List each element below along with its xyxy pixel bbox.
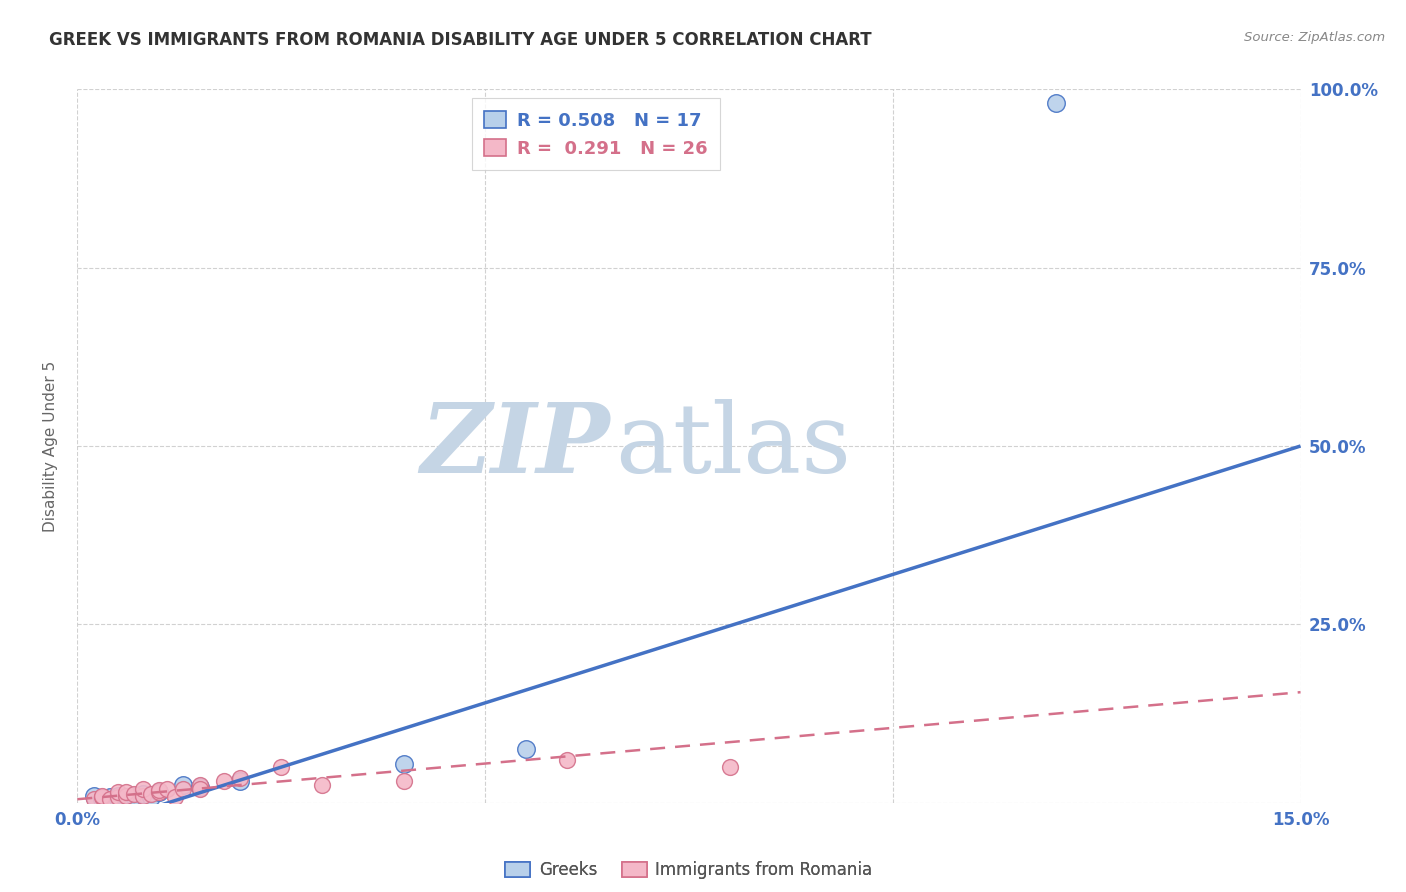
Point xyxy=(718,760,741,774)
Point xyxy=(555,753,578,767)
Point xyxy=(107,792,129,806)
Point xyxy=(270,760,292,774)
Y-axis label: Disability Age Under 5: Disability Age Under 5 xyxy=(44,360,58,532)
Point xyxy=(165,790,187,805)
Point xyxy=(131,781,153,796)
Point xyxy=(90,792,112,806)
Point xyxy=(229,774,252,789)
Point xyxy=(172,781,194,796)
Point xyxy=(124,787,146,801)
Point xyxy=(90,789,112,803)
Point xyxy=(98,790,121,805)
Point xyxy=(392,774,415,789)
Point xyxy=(392,756,415,771)
Text: GREEK VS IMMIGRANTS FROM ROMANIA DISABILITY AGE UNDER 5 CORRELATION CHART: GREEK VS IMMIGRANTS FROM ROMANIA DISABIL… xyxy=(49,31,872,49)
Point xyxy=(107,789,129,803)
Point xyxy=(90,790,112,805)
Point xyxy=(188,780,211,794)
Point xyxy=(172,778,194,792)
Point xyxy=(188,778,211,792)
Text: Source: ZipAtlas.com: Source: ZipAtlas.com xyxy=(1244,31,1385,45)
Point xyxy=(83,789,105,803)
Text: ZIP: ZIP xyxy=(420,399,609,493)
Point xyxy=(188,781,211,796)
Legend: Greeks, Immigrants from Romania: Greeks, Immigrants from Romania xyxy=(498,853,880,888)
Point xyxy=(131,789,153,803)
Point xyxy=(515,742,537,756)
Point xyxy=(115,785,138,799)
Point xyxy=(311,778,333,792)
Text: atlas: atlas xyxy=(616,399,852,493)
Point xyxy=(98,792,121,806)
Point xyxy=(156,781,179,796)
Point xyxy=(139,787,162,801)
Point xyxy=(131,787,153,801)
Point xyxy=(212,774,235,789)
Point xyxy=(148,785,170,799)
Point xyxy=(107,790,129,805)
Point xyxy=(115,792,138,806)
Point xyxy=(115,789,138,803)
Point xyxy=(1045,96,1067,111)
Point xyxy=(229,771,252,785)
Point xyxy=(148,785,170,799)
Point xyxy=(115,790,138,805)
Point xyxy=(83,792,105,806)
Point xyxy=(139,790,162,805)
Point xyxy=(107,785,129,799)
Point xyxy=(148,783,170,797)
Point xyxy=(124,789,146,803)
